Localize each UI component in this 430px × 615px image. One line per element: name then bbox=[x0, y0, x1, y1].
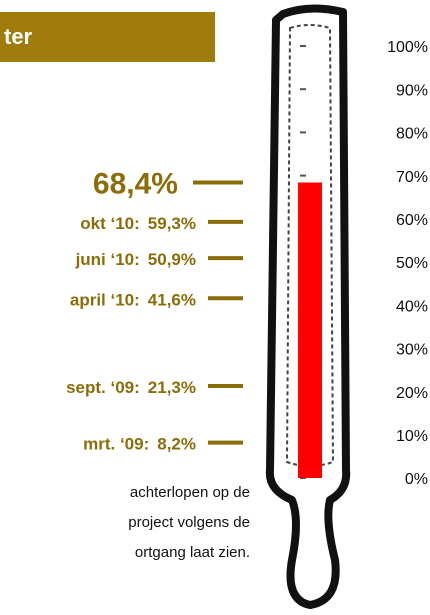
y-tick-label: 0% bbox=[405, 471, 428, 488]
value-text: 41,6% bbox=[148, 291, 196, 310]
value-text: 68,4% bbox=[93, 167, 178, 200]
y-tick-label: 20% bbox=[396, 385, 428, 402]
value-text: 21,3% bbox=[148, 378, 196, 397]
note-line: ortgang laat zien. bbox=[135, 544, 250, 561]
note-line: project volgens de bbox=[128, 514, 250, 531]
y-tick-label: 80% bbox=[396, 126, 428, 143]
value-label: mrt. ‘09: 8,2% bbox=[83, 435, 196, 454]
category-label: april ‘10: bbox=[70, 291, 140, 310]
y-tick-label: 70% bbox=[396, 169, 428, 186]
category-label: sept. ‘09: bbox=[66, 378, 140, 397]
value-label: 68,4% bbox=[93, 167, 178, 200]
chart-title: ter bbox=[4, 24, 33, 49]
value-label: juni ‘10: 50,9% bbox=[75, 251, 196, 270]
category-label: mrt. ‘09: bbox=[83, 435, 149, 454]
y-tick-label: 90% bbox=[396, 82, 428, 99]
y-tick-label: 60% bbox=[396, 212, 428, 229]
value-label: okt ‘10: 59,3% bbox=[80, 214, 196, 233]
category-label: juni ‘10: bbox=[75, 251, 140, 270]
y-tick-label: 50% bbox=[396, 255, 428, 272]
y-tick-label: 10% bbox=[396, 428, 428, 445]
note-line: achterlopen op de bbox=[130, 484, 250, 501]
value-label: sept. ‘09: 21,3% bbox=[66, 378, 196, 397]
title-box bbox=[0, 12, 215, 62]
y-tick-label: 30% bbox=[396, 342, 428, 359]
category-label: okt ‘10: bbox=[80, 214, 140, 233]
y-tick-label: 100% bbox=[387, 39, 428, 56]
value-text: 50,9% bbox=[148, 251, 196, 270]
value-text: 8,2% bbox=[157, 435, 196, 454]
chart: ter 0% 10% 20% 30% 40% 50% 60% 70% 80% 90% 100% 68,… bbox=[0, 0, 430, 610]
y-tick-label: 40% bbox=[396, 298, 428, 315]
mercury-bar bbox=[298, 183, 322, 478]
value-text: 59,3% bbox=[148, 214, 196, 233]
value-label: april ‘10: 41,6% bbox=[70, 291, 196, 310]
